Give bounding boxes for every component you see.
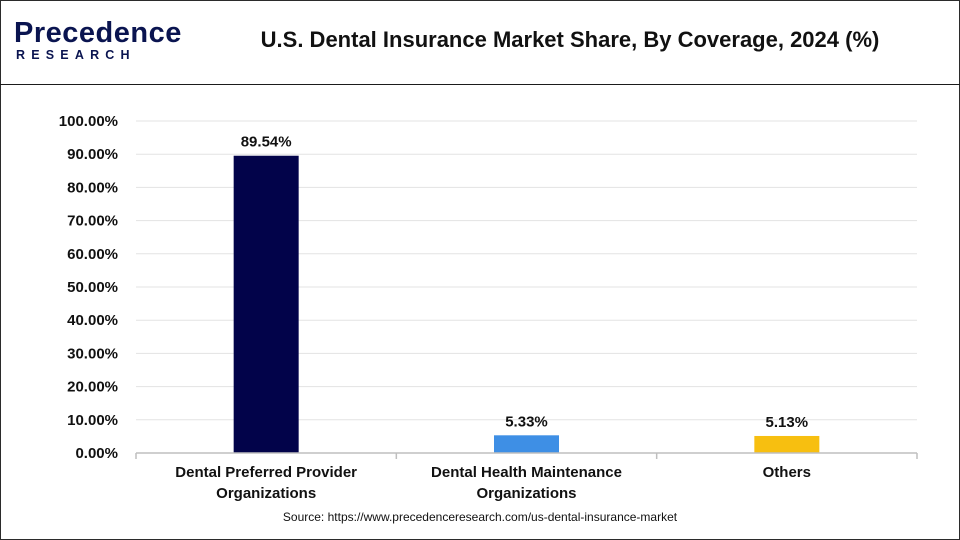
data-label: 5.33% — [505, 413, 548, 430]
x-category-label: Organizations — [216, 485, 316, 502]
y-tick-label: 30.00% — [67, 345, 118, 362]
x-category-label: Organizations — [476, 485, 576, 502]
y-tick-label: 70.00% — [67, 213, 118, 230]
y-tick-label: 100.00% — [59, 113, 118, 130]
chart-title: U.S. Dental Insurance Market Share, By C… — [260, 27, 880, 52]
bar — [233, 155, 299, 453]
y-tick-label: 10.00% — [67, 412, 118, 429]
logo-wordmark: Precedence — [14, 17, 182, 49]
y-tick-label: 50.00% — [67, 279, 118, 296]
source-note: Source: https://www.precedenceresearch.c… — [282, 510, 678, 524]
y-tick-label: 90.00% — [67, 146, 118, 163]
data-labels: 89.54% 5.33% 5.13% — [241, 134, 808, 431]
x-category-label: Others — [763, 464, 811, 481]
x-category-label: Dental Health Maintenance — [431, 464, 622, 481]
x-axis — [135, 452, 918, 459]
data-label: 89.54% — [241, 134, 292, 151]
bar — [754, 435, 820, 453]
x-category-label: Dental Preferred Provider — [175, 464, 357, 481]
data-label: 5.13% — [766, 414, 809, 431]
logo-subtitle: RESEARCH — [16, 48, 136, 62]
y-tick-label: 0.00% — [75, 445, 118, 462]
bar — [494, 435, 559, 453]
y-tick-label: 60.00% — [67, 246, 118, 263]
y-tick-label: 40.00% — [67, 312, 118, 329]
brand-logo: Precedence RESEARCH — [14, 18, 181, 66]
bar-chart: 0.00% 10.00% 20.00% 30.00% 40.00% 50.00% 60.00… — [59, 113, 918, 502]
header: Precedence RESEARCH U.S. Dental Insuranc… — [0, 0, 960, 85]
y-tick-label: 20.00% — [67, 379, 118, 396]
x-axis-categories: Dental Preferred Provider Organizations De… — [175, 464, 811, 502]
y-axis-ticks: 0.00% 10.00% 20.00% 30.00% 40.00% 50.00% 60.00… — [59, 113, 118, 462]
bars — [233, 155, 820, 453]
y-tick-label: 80.00% — [67, 179, 118, 196]
